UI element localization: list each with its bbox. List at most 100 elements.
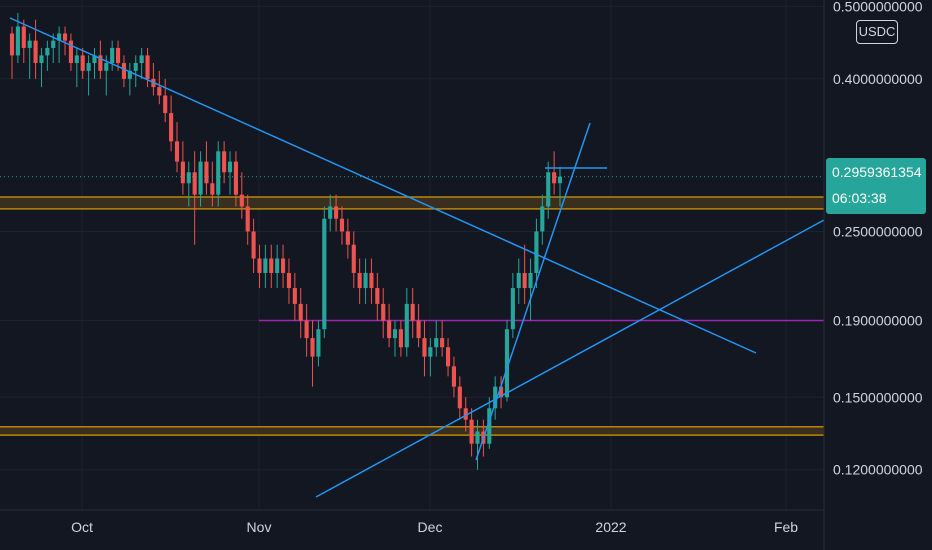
candle-body: [322, 218, 327, 330]
candle-body: [110, 47, 115, 64]
y-axis[interactable]: 0.5000000000 0.4000000000 0.2500000000 0.19…: [823, 0, 923, 550]
candle-body: [186, 172, 191, 184]
candle-body: [416, 320, 421, 339]
y-tick-label: 0.5000000000: [833, 0, 923, 14]
candle-body: [552, 172, 557, 184]
candle-body: [522, 272, 527, 289]
candle-body: [510, 288, 515, 330]
candle-body: [251, 231, 256, 259]
x-axis[interactable]: Oct Nov Dec 2022 Feb: [0, 509, 824, 535]
candle-body: [133, 63, 138, 71]
y-tick-label: 0.2500000000: [833, 223, 923, 239]
candle-body: [116, 47, 121, 64]
last-price-value: 0.2959361354: [832, 164, 922, 180]
candle-body: [57, 33, 62, 41]
candle-body: [280, 258, 286, 273]
candle-body: [445, 347, 451, 367]
candle-body: [39, 55, 44, 64]
candle-body: [451, 366, 456, 387]
candle-body: [463, 408, 468, 420]
candle-body: [257, 258, 262, 273]
candle-body: [169, 113, 174, 142]
candle-body: [557, 176, 563, 184]
y-tick-label: 0.1900000000: [833, 313, 923, 329]
candle-body: [33, 40, 38, 64]
candle-body: [475, 431, 480, 444]
support-resistance-zone: [0, 426, 824, 436]
candle-body: [351, 244, 356, 273]
candle-body: [216, 151, 221, 195]
candle-body: [74, 55, 79, 64]
last-price-tag: 0.2959361354 06:03:38: [826, 158, 926, 214]
candle-body: [98, 55, 103, 71]
candle-body: [68, 40, 73, 64]
y-tick-label: 0.1500000000: [833, 389, 923, 405]
candle-body: [375, 288, 380, 304]
candle-body: [304, 320, 309, 339]
candle-body: [440, 338, 445, 348]
y-tick-label: 0.1200000000: [833, 462, 923, 478]
candle-body: [328, 206, 333, 219]
candle-body: [528, 272, 533, 289]
y-tick-label: 0.4000000000: [833, 71, 923, 87]
currency-badge[interactable]: USDC: [856, 20, 898, 44]
candle-body: [428, 347, 433, 357]
candle-body: [127, 70, 132, 79]
candle-body: [121, 63, 127, 79]
candle-body: [198, 161, 203, 195]
trendline: [475, 122, 591, 461]
trendline: [315, 219, 825, 498]
candle-body: [227, 161, 233, 173]
candle-body: [357, 272, 362, 289]
candle-body: [422, 338, 427, 357]
candle-body: [45, 47, 50, 56]
candle-body: [139, 55, 144, 64]
candle-body: [180, 161, 185, 184]
candle-body: [410, 303, 415, 321]
candle-body: [310, 338, 315, 357]
candle-body: [398, 329, 403, 348]
candle-body: [239, 194, 244, 207]
candle-body: [86, 63, 91, 71]
candle-body: [540, 206, 545, 232]
candle-body: [174, 141, 180, 162]
candle-body: [275, 258, 280, 273]
candle-body: [334, 206, 339, 219]
candle-body: [339, 218, 345, 232]
candle-body: [210, 183, 215, 195]
candle-body: [493, 386, 498, 409]
candle-body: [286, 272, 292, 289]
candle-body: [9, 33, 15, 56]
candle-body: [404, 303, 409, 348]
trendline-drawings: [9, 17, 825, 498]
currency-label: USDC: [858, 24, 896, 39]
candle-body: [298, 303, 303, 321]
candle-body: [534, 231, 539, 273]
candle-body: [80, 55, 85, 71]
x-tick-label: Dec: [418, 519, 443, 535]
candle-body: [62, 33, 68, 41]
candle-body: [316, 329, 321, 357]
x-tick-label: 2022: [595, 519, 626, 535]
candle-body: [392, 329, 398, 339]
candle-body: [457, 386, 462, 409]
trendline: [9, 17, 757, 354]
candle-body: [145, 55, 150, 79]
candle-body: [387, 320, 392, 339]
grid-lines: [0, 0, 824, 510]
candle-body: [192, 172, 197, 195]
candle-body: [233, 161, 238, 195]
horizontal-zones: [0, 196, 824, 436]
candle-body: [363, 272, 368, 289]
candle-body: [163, 95, 168, 114]
x-tick-label: Nov: [247, 519, 272, 535]
candle-body: [434, 338, 439, 348]
candle-body: [292, 288, 297, 304]
candle-body: [157, 87, 162, 96]
x-tick-label: Oct: [71, 519, 93, 535]
candle-body: [345, 231, 350, 245]
candle-body: [381, 303, 386, 321]
candlestick-series: [9, 12, 563, 470]
support-resistance-zone: [0, 196, 824, 209]
